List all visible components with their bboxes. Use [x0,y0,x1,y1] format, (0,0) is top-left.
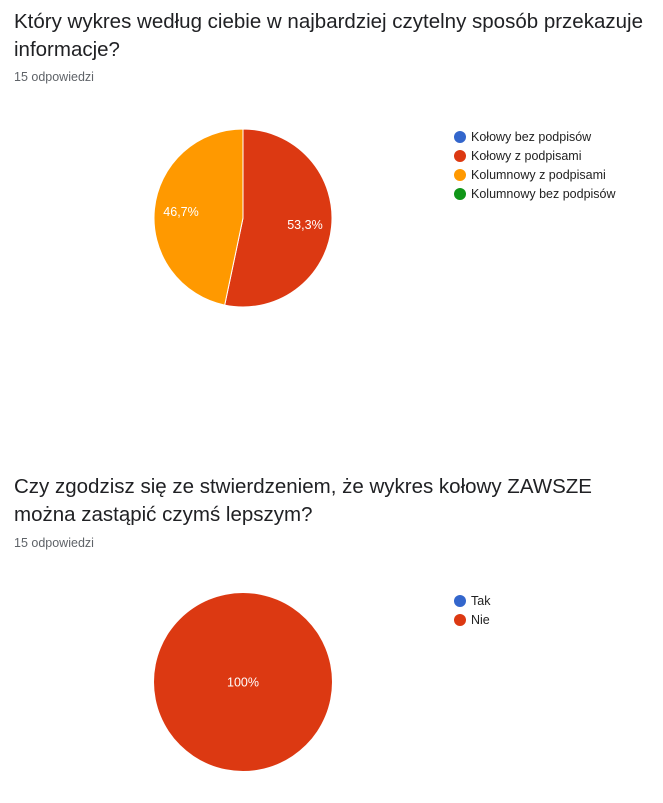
pie-slice-nie[interactable] [154,593,332,771]
pie-slice-kolumnowy-z-podpisami[interactable] [153,128,244,306]
question-title: Który wykres według ciebie w najbardziej… [14,10,643,61]
question-title: Czy zgodzisz się ze stwierdzeniem, że wy… [14,475,592,526]
legend-dot-icon [454,594,466,607]
chart-legend: Tak Nie [454,591,490,629]
chart-legend: Kołowy bez podpisów Kołowy z podpisami Kol… [454,127,616,203]
legend-dot-icon [454,613,466,626]
legend-label: Kołowy z podpisami [471,148,582,163]
response-count: 15 odpowiedzi [14,70,94,84]
legend-item-tak[interactable]: Tak [454,591,490,610]
pie-chart: 53,3% 46,7% [153,128,333,308]
legend-dot-icon [454,168,466,181]
pie-slice-label: 53,3% [287,218,322,232]
legend-item-kolumnowy-bez-podpisow[interactable]: Kolumnowy bez podpisów [454,184,616,203]
legend-item-kolumnowy-z-podpisami[interactable]: Kolumnowy z podpisami [454,165,616,184]
legend-item-nie[interactable]: Nie [454,610,490,629]
legend-dot-icon [454,130,466,143]
pie-slice-label: 46,7% [163,205,198,219]
legend-label: Tak [471,593,491,608]
legend-label: Kołowy bez podpisów [471,129,592,144]
legend-dot-icon [454,149,466,162]
legend-label: Kolumnowy bez podpisów [471,186,616,201]
legend-item-kolowy-bez-podpisow[interactable]: Kołowy bez podpisów [454,127,616,146]
question-1: Który wykres według ciebie w najbardziej… [14,10,643,308]
legend-label: Nie [471,612,490,627]
response-count: 15 odpowiedzi [14,536,94,550]
legend-item-kolowy-z-podpisami[interactable]: Kołowy z podpisami [454,146,616,165]
pie-slice-label: 100% [227,676,259,690]
pie-slice-kolowy-z-podpisami[interactable] [224,128,333,308]
question-2: Czy zgodzisz się ze stwierdzeniem, że wy… [0,464,663,803]
pie-chart: 100% [154,593,332,771]
legend-label: Kolumnowy z podpisami [471,167,606,182]
legend-dot-icon [454,187,466,200]
